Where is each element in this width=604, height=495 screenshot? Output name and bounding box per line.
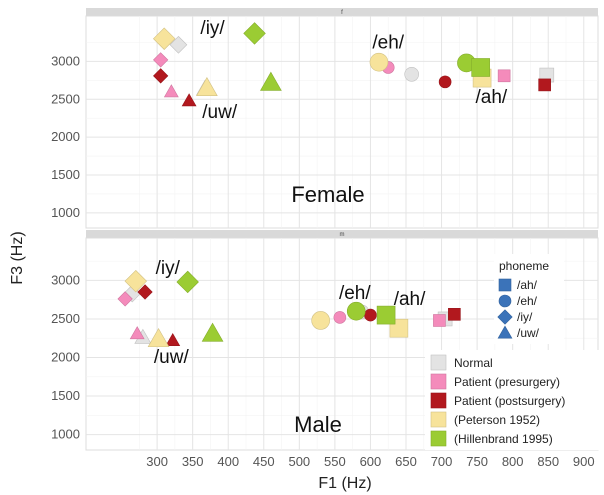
point-uw-patient-postsurgery: [165, 333, 181, 347]
legend-phoneme-label: /ah/: [517, 278, 538, 292]
legend-phoneme-label: /eh/: [517, 294, 538, 308]
legend-swatch-patient-presurgery: [430, 373, 447, 390]
y-tick-label: 3000: [51, 53, 80, 68]
phoneme-legend-title: phoneme: [499, 259, 549, 273]
legend-phoneme-label: /uw/: [517, 326, 540, 340]
point-iy-patient-postsurgery: [137, 284, 153, 300]
point-ah-patient-postsurgery: [448, 308, 461, 321]
legend-circle-marker: [498, 294, 512, 308]
panel-strip: [86, 8, 598, 16]
x-tick-label: 900: [573, 454, 595, 469]
legend-swatch-patient-postsurgery: [430, 392, 447, 409]
x-tick-label: 550: [324, 454, 346, 469]
panel-label: Female: [291, 182, 364, 207]
y-tick-label: 1500: [51, 167, 80, 182]
y-tick-label: 1000: [51, 427, 80, 442]
y-tick-label: 3000: [51, 272, 80, 287]
legend-triangle-marker: [497, 325, 513, 339]
legend-square-marker: [498, 278, 512, 292]
x-tick-label: 450: [253, 454, 275, 469]
point-ah-hillenbrand-1995: [471, 58, 490, 77]
point-iy-hillenbrand-1995: [243, 22, 266, 45]
x-tick-label: 500: [288, 454, 310, 469]
y-tick-label: 2500: [51, 311, 80, 326]
point-eh-peterson-1952: [369, 52, 389, 72]
x-tick-label: 750: [466, 454, 488, 469]
legend-source-label: (Hillenbrand 1995): [454, 432, 553, 446]
legend-swatch-hillenbrand-1995: [430, 430, 447, 447]
vowel-label: /ah/: [394, 289, 426, 310]
panel-label: Male: [294, 412, 342, 437]
legend-source-label: Patient (postsurgery): [454, 394, 565, 408]
point-ah-patient-presurgery: [497, 69, 511, 83]
vowel-label: /uw/: [154, 347, 190, 368]
point-iy-normal: [169, 35, 188, 54]
vowel-label: /iy/: [156, 258, 181, 279]
x-axis-title: F1 (Hz): [318, 475, 371, 492]
legend-diamond-marker: [497, 309, 513, 325]
source-legend-background: [425, 350, 600, 450]
x-axis: 300 350 400 450 500 550 600 650 700 750 800 850 900: [146, 454, 594, 469]
panel-strip: [86, 230, 598, 238]
phoneme-legend: phoneme /ah/ /eh/ /iy/ /uw/: [494, 254, 564, 344]
point-iy-peterson-1952: [152, 27, 176, 50]
point-iy-hillenbrand-1995: [176, 270, 199, 294]
x-tick-label: 700: [431, 454, 453, 469]
point-uw-peterson-1952: [147, 328, 170, 348]
point-uw-peterson-1952: [196, 76, 218, 96]
panel-strip-label: m: [340, 232, 345, 238]
point-iy-patient-postsurgery: [153, 68, 169, 84]
y-tick-label: 2000: [51, 349, 80, 364]
point-iy-peterson-1952: [124, 269, 148, 293]
point-ah-patient-postsurgery: [538, 78, 551, 92]
panel-f: f 1000 1500 2000 2500 3000 Female/iy/ /uw/ /eh/ /…: [51, 8, 599, 229]
x-tick-label: 600: [360, 454, 382, 469]
point-uw-patient-presurgery: [129, 326, 145, 340]
y-axis-title: F3 (Hz): [9, 231, 26, 284]
point-uw-hillenbrand-1995: [260, 71, 282, 91]
point-ah-hillenbrand-1995: [376, 305, 396, 325]
x-tick-label: 850: [537, 454, 559, 469]
point-ah-patient-presurgery: [433, 314, 446, 327]
point-eh-peterson-1952: [311, 311, 330, 330]
legend-phoneme-label: /iy/: [517, 310, 533, 324]
point-eh-patient-postsurgery: [438, 75, 452, 89]
point-uw-patient-postsurgery: [181, 93, 197, 107]
point-iy-patient-presurgery: [117, 291, 133, 307]
x-tick-label: 800: [502, 454, 524, 469]
y-tick-label: 2000: [51, 129, 80, 144]
vowel-label: /eh/: [372, 33, 404, 54]
legend-source-label: Patient (presurgery): [454, 375, 560, 389]
vowel-label: /eh/: [339, 283, 371, 304]
y-tick-label: 1000: [51, 205, 80, 220]
point-uw-hillenbrand-1995: [201, 322, 224, 342]
point-iy-patient-presurgery: [153, 52, 169, 68]
legend-source-label: Normal: [454, 356, 493, 370]
legend-swatch-peterson-1952: [430, 411, 447, 428]
point-eh-patient-postsurgery: [364, 308, 377, 322]
source-legend: Normal Patient (presurgery) Patient (posts…: [425, 350, 600, 450]
panel-strip-label: f: [341, 10, 343, 16]
x-tick-label: 300: [146, 454, 168, 469]
y-tick-label: 1500: [51, 388, 80, 403]
x-tick-label: 350: [182, 454, 204, 469]
point-eh-patient-presurgery: [333, 311, 347, 324]
y-tick-label: 2500: [51, 91, 80, 106]
legend-source-label: (Peterson 1952): [454, 413, 540, 427]
vowel-label: /iy/: [200, 18, 225, 39]
legend-swatch-normal: [430, 354, 447, 371]
x-tick-label: 400: [217, 454, 239, 469]
vowel-label: /uw/: [202, 102, 238, 123]
vowel-label: /ah/: [475, 87, 507, 108]
x-tick-label: 650: [395, 454, 417, 469]
point-eh-normal: [404, 67, 419, 82]
point-eh-hillenbrand-1995: [346, 301, 366, 321]
point-uw-patient-presurgery: [163, 84, 179, 98]
